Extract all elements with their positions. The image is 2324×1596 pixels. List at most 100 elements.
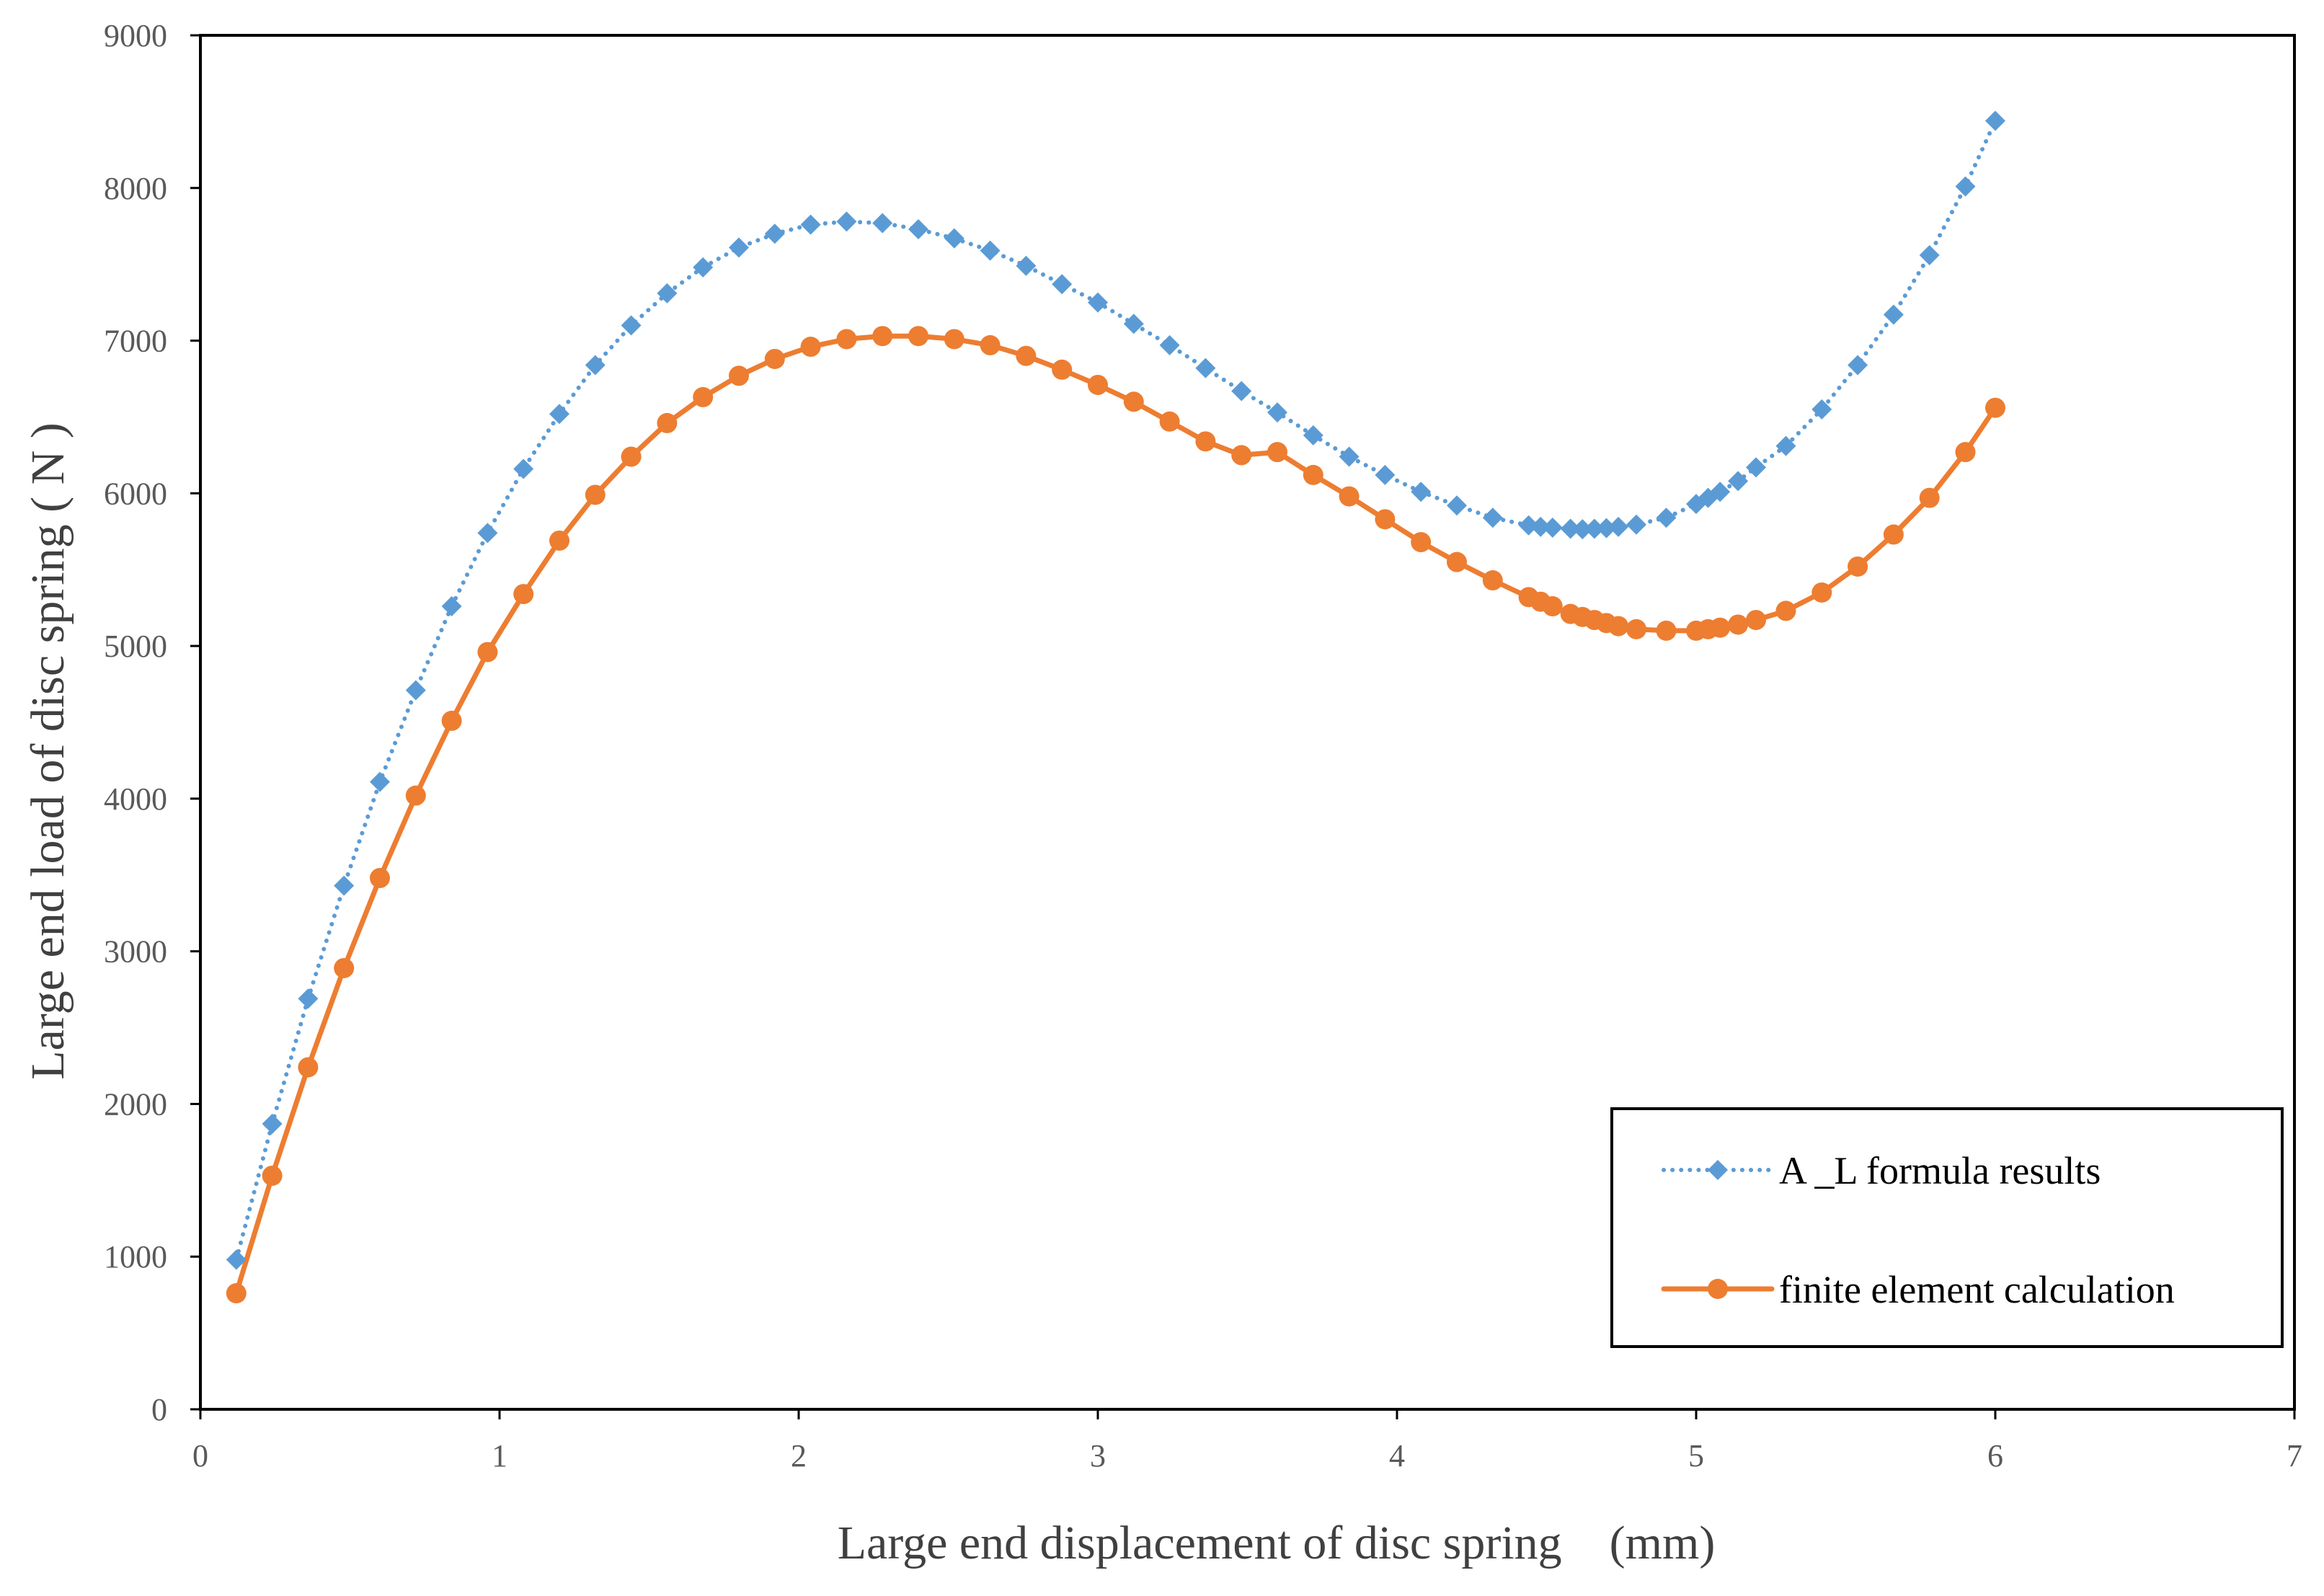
data-point-diamond	[1710, 482, 1731, 502]
data-point-diamond	[1530, 516, 1551, 537]
legend-label: finite element calculation	[1779, 1268, 2175, 1311]
data-point-diamond	[1746, 457, 1766, 478]
data-point-diamond	[1231, 381, 1252, 402]
data-point-diamond	[1447, 495, 1467, 516]
labels-group: Large end displacement of disc spring (m…	[22, 422, 1715, 1569]
data-point-circle	[1775, 600, 1796, 621]
x-tick-label: 5	[1688, 1438, 1704, 1473]
data-point-diamond	[764, 223, 785, 244]
data-point-diamond	[1848, 355, 1868, 376]
y-axis-title: Large end load of disc spring ( N )	[22, 422, 74, 1080]
x-tick-label: 6	[1987, 1438, 2003, 1473]
data-point-circle	[1482, 570, 1503, 591]
legend-items: A _L formula results finite element calcu…	[1661, 1149, 2175, 1311]
data-point-circle	[908, 326, 928, 347]
x-tick-label: 3	[1090, 1438, 1106, 1473]
data-point-circle	[1656, 620, 1677, 641]
legend-item[interactable]: A _L formula results	[1662, 1149, 2101, 1192]
data-point-diamond	[298, 988, 319, 1009]
data-point-circle	[621, 446, 642, 467]
data-point-diamond	[729, 237, 749, 258]
data-point-circle	[1542, 596, 1563, 617]
data-point-circle	[1919, 487, 1940, 508]
data-point-circle	[944, 329, 964, 350]
data-point-circle	[1267, 442, 1287, 463]
data-point-diamond	[1542, 517, 1563, 538]
data-point-diamond	[1411, 482, 1432, 502]
y-tick-label: 5000	[104, 629, 167, 664]
data-point-circle	[405, 785, 426, 806]
x-tick-label: 2	[791, 1438, 807, 1473]
x-tick-label: 1	[492, 1438, 507, 1473]
data-point-diamond	[1572, 519, 1593, 540]
legend-swatch-marker	[1708, 1160, 1728, 1180]
y-tick-label: 2000	[104, 1086, 167, 1122]
data-point-diamond	[621, 315, 642, 336]
y-tick-label: 9000	[104, 18, 167, 53]
data-point-diamond	[1775, 435, 1796, 456]
legend-swatch-marker	[1708, 1279, 1728, 1299]
data-point-circle	[1608, 616, 1629, 637]
x-axis-title: Large end displacement of disc spring (m…	[838, 1517, 1716, 1569]
data-point-circle	[441, 710, 462, 731]
plot-area-frame	[199, 34, 2296, 1411]
data-point-diamond	[1560, 518, 1581, 539]
data-point-diamond	[1883, 304, 1904, 325]
data-point-diamond	[944, 228, 964, 249]
data-point-circle	[334, 957, 355, 978]
data-point-circle	[836, 329, 857, 350]
data-point-diamond	[1919, 244, 1940, 265]
data-point-diamond	[1339, 446, 1360, 467]
data-point-circle	[1052, 359, 1073, 380]
data-point-diamond	[1626, 514, 1646, 535]
y-tick-label: 1000	[104, 1239, 167, 1274]
data-point-circle	[1375, 509, 1396, 530]
data-point-circle	[1088, 374, 1108, 395]
data-point-circle	[370, 868, 390, 889]
y-tick-label: 8000	[104, 171, 167, 206]
legend[interactable]: A _L formula results finite element calcu…	[1610, 1107, 2284, 1348]
data-point-diamond	[226, 1249, 247, 1270]
data-point-circle	[1626, 619, 1646, 639]
data-point-diamond	[262, 1113, 283, 1134]
data-point-diamond	[872, 213, 893, 234]
data-point-circle	[477, 642, 498, 662]
data-point-circle	[1985, 397, 2005, 418]
data-point-circle	[1159, 411, 1180, 432]
data-point-diamond	[1195, 358, 1216, 378]
y-tick-label: 0	[151, 1392, 167, 1427]
data-point-diamond	[1955, 176, 1976, 197]
data-point-circle	[298, 1057, 319, 1078]
data-point-diamond	[1811, 399, 1832, 420]
y-tick-label: 6000	[104, 476, 167, 511]
data-point-circle	[764, 348, 785, 369]
x-tick-label: 7	[2287, 1438, 2302, 1473]
data-point-circle	[729, 365, 749, 386]
legend-item[interactable]: finite element calculation	[1661, 1268, 2175, 1311]
data-point-diamond	[1123, 314, 1144, 334]
data-point-circle	[1303, 464, 1323, 485]
data-point-circle	[1746, 610, 1766, 631]
data-point-diamond	[441, 596, 462, 617]
data-point-diamond	[1608, 516, 1629, 537]
data-point-diamond	[513, 458, 534, 479]
data-point-diamond	[585, 355, 606, 376]
data-point-diamond	[477, 523, 498, 544]
data-point-circle	[1123, 391, 1144, 412]
data-point-circle	[226, 1283, 247, 1304]
data-point-circle	[1231, 445, 1252, 466]
y-tick-label: 4000	[104, 781, 167, 817]
x-tick-label: 0	[192, 1438, 208, 1473]
data-point-circle	[1710, 617, 1731, 638]
axes-group: 0 1000 2000 3000 4000 5000 6000 7000 8000 9000 0 1 2…	[104, 18, 2302, 1473]
y-tick-label: 3000	[104, 934, 167, 970]
data-point-diamond	[1088, 292, 1108, 313]
data-point-diamond	[1656, 507, 1677, 528]
data-point-diamond	[1728, 471, 1749, 492]
data-point-circle	[1447, 551, 1467, 572]
data-point-diamond	[1518, 515, 1539, 536]
data-point-diamond	[1482, 507, 1503, 528]
